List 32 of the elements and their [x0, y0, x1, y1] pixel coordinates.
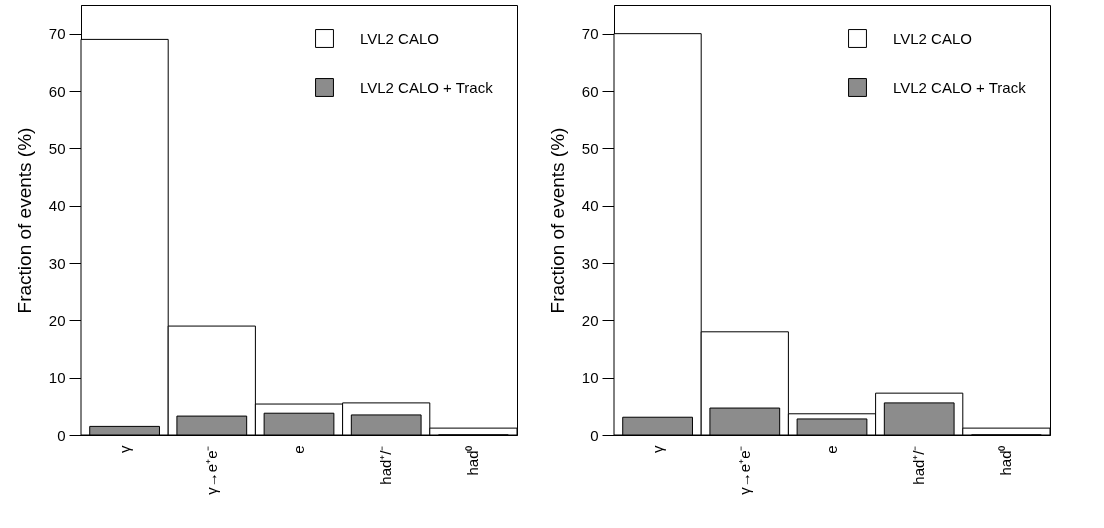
y-tick-label: 60: [48, 82, 66, 100]
y-tick-label: 40: [581, 197, 599, 215]
x-tick-label: γ→e⁺e⁻: [735, 445, 753, 495]
legend-label: LVL2 CALO: [893, 29, 972, 47]
y-tick-label: 30: [48, 254, 66, 272]
legend-label: LVL2 CALO: [360, 29, 439, 47]
y-tick-label: 10: [581, 369, 599, 387]
y-tick-label: 20: [581, 311, 599, 329]
y-axis-title: Fraction of events (%): [546, 127, 568, 314]
y-tick-label: 20: [48, 311, 66, 329]
y-tick-label: 70: [581, 25, 599, 43]
y-tick-label: 70: [48, 25, 66, 43]
x-tick-label: γ: [115, 445, 133, 453]
x-tick-label: had⁰: [464, 445, 482, 476]
y-tick-label: 40: [48, 197, 66, 215]
y-tick-label: 0: [590, 426, 599, 444]
y-tick-label: 50: [48, 139, 66, 157]
x-tick-label: had⁺/⁻: [910, 445, 928, 485]
x-tick-label: had⁺/⁻: [377, 445, 395, 485]
x-tick-label: e: [823, 445, 840, 454]
y-axis-title: Fraction of events (%): [13, 127, 35, 314]
y-tick-label: 0: [57, 426, 66, 444]
legend-label: LVL2 CALO + Track: [360, 78, 494, 96]
x-tick-label: γ→e⁺e⁻: [202, 445, 220, 495]
x-tick-label: e: [290, 445, 307, 454]
x-tick-label: γ: [648, 445, 666, 453]
x-tick-label: had⁰: [997, 445, 1015, 476]
y-tick-label: 50: [581, 139, 599, 157]
y-tick-label: 60: [581, 82, 599, 100]
y-tick-label: 30: [581, 254, 599, 272]
y-tick-label: 10: [48, 369, 66, 387]
legend-label: LVL2 CALO + Track: [893, 78, 1027, 96]
